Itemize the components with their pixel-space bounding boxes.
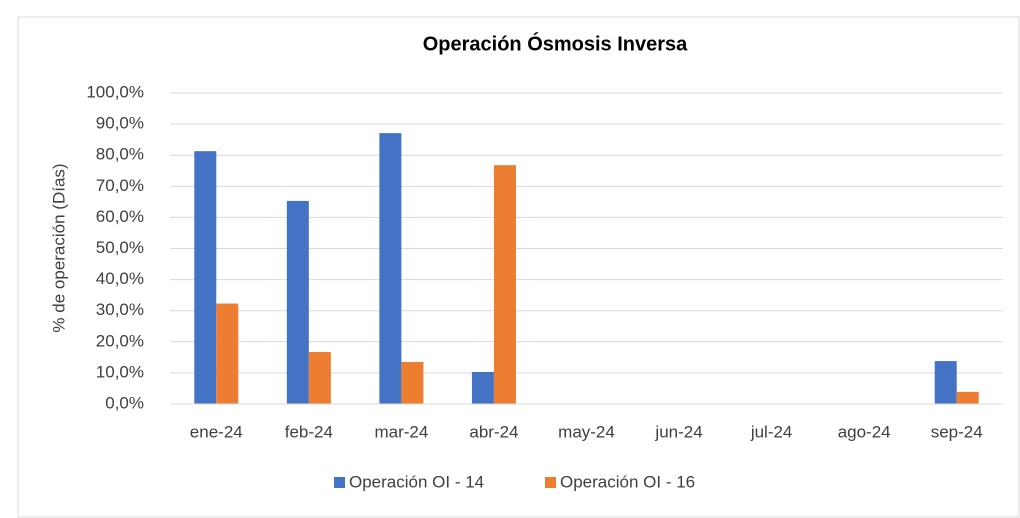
bar: [286, 200, 309, 404]
bar: [216, 303, 239, 404]
chart-frame: [17, 16, 1020, 518]
bar: [194, 151, 217, 404]
y-tick-label: 70,0%: [96, 176, 144, 195]
y-tick-label: 30,0%: [96, 300, 144, 319]
y-tick-label: 40,0%: [96, 269, 144, 288]
legend-label: Operación OI - 16: [560, 472, 695, 491]
y-tick-label: 60,0%: [96, 207, 144, 226]
x-tick-label: ago-24: [838, 422, 891, 441]
x-tick-label: feb-24: [285, 422, 333, 441]
chart-title: Operación Ósmosis Inversa: [423, 31, 688, 55]
bar: [493, 165, 516, 404]
x-tick-label: mar-24: [374, 422, 428, 441]
legend-swatch: [545, 477, 556, 488]
bar: [401, 362, 424, 404]
x-tick-label: may-24: [558, 422, 615, 441]
y-axis-label: % de operación (Días): [49, 163, 68, 332]
bar: [308, 352, 331, 404]
x-tick-label: ene-24: [190, 422, 243, 441]
x-tick-label: abr-24: [469, 422, 518, 441]
y-tick-label: 100,0%: [86, 82, 144, 101]
bar: [956, 391, 979, 404]
y-tick-label: 10,0%: [96, 362, 144, 381]
legend-label: Operación OI - 14: [349, 472, 484, 491]
x-tick-label: jun-24: [654, 422, 702, 441]
x-tick-label: jul-24: [750, 422, 793, 441]
bar: [471, 371, 494, 404]
y-tick-label: 50,0%: [96, 238, 144, 257]
y-tick-label: 20,0%: [96, 331, 144, 350]
bar: [379, 133, 402, 404]
y-tick-label: 80,0%: [96, 145, 144, 164]
legend-swatch: [334, 477, 345, 488]
x-tick-label: sep-24: [931, 422, 983, 441]
y-tick-label: 0,0%: [105, 393, 144, 412]
y-tick-label: 90,0%: [96, 114, 144, 133]
bar: [934, 361, 957, 404]
